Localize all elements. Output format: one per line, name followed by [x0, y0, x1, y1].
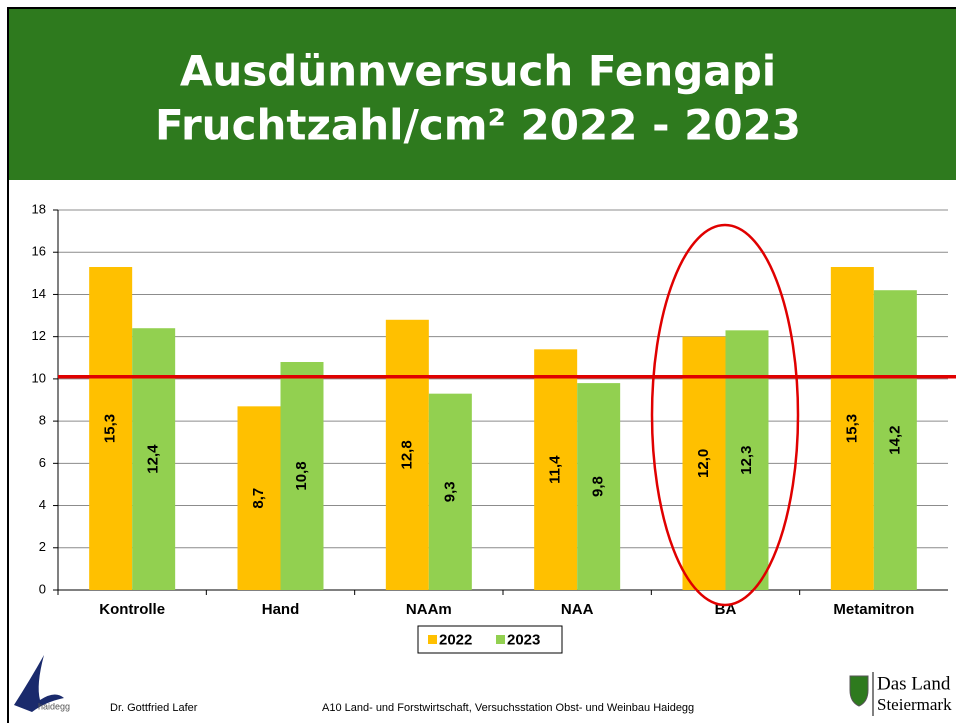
- legend-label: 2023: [507, 631, 540, 648]
- value-label: 8,7: [250, 488, 267, 509]
- x-tick-label: NAAm: [406, 601, 452, 618]
- legend-swatch: [428, 635, 437, 644]
- x-tick-label: Kontrolle: [99, 601, 165, 618]
- slide: Ausdünnversuch Fengapi Fruchtzahl/cm² 20…: [0, 0, 956, 723]
- footer-author: Dr. Gottfried Lafer: [110, 702, 198, 714]
- value-label: 12,3: [738, 446, 755, 475]
- footer-institution: A10 Land- und Forstwirtschaft, Versuchss…: [322, 702, 694, 714]
- y-tick-label: 16: [32, 244, 46, 259]
- value-label: 10,8: [293, 461, 310, 490]
- value-label: 11,4: [547, 455, 564, 484]
- value-label: 12,8: [398, 440, 415, 469]
- value-label: 12,0: [695, 449, 712, 478]
- y-tick-label: 8: [39, 413, 46, 428]
- y-tick-label: 18: [32, 201, 46, 216]
- y-tick-label: 10: [32, 370, 46, 385]
- logo-text: haidegg: [38, 701, 70, 711]
- brand-crest: [850, 676, 868, 706]
- brand-line1: Das Land: [877, 673, 951, 694]
- chart-subtitle: Fruchtzahl/cm² 2022 - 2023: [155, 101, 801, 150]
- y-tick-label: 0: [39, 581, 46, 596]
- value-label: 14,2: [886, 426, 903, 455]
- legend-swatch: [496, 635, 505, 644]
- brand-line2: Steiermark: [877, 695, 952, 714]
- value-label: 9,3: [441, 481, 458, 502]
- x-tick-label: Hand: [262, 601, 300, 618]
- value-label: 15,3: [102, 414, 119, 443]
- page: {"chart_data": {"type": "bar", "title": …: [0, 0, 956, 723]
- value-label: 12,4: [145, 444, 162, 474]
- x-tick-label: NAA: [561, 601, 594, 618]
- legend-label: 2022: [439, 631, 472, 648]
- value-label: 9,8: [590, 476, 607, 497]
- y-tick-label: 6: [39, 455, 46, 470]
- y-tick-label: 4: [39, 497, 46, 512]
- value-label: 15,3: [843, 414, 860, 443]
- x-tick-label: Metamitron: [833, 601, 914, 618]
- chart-title: Ausdünnversuch Fengapi: [180, 47, 776, 96]
- y-tick-label: 14: [32, 286, 46, 301]
- y-tick-label: 12: [32, 328, 46, 343]
- y-tick-label: 2: [39, 539, 46, 554]
- legend: 2022 2023: [418, 626, 562, 653]
